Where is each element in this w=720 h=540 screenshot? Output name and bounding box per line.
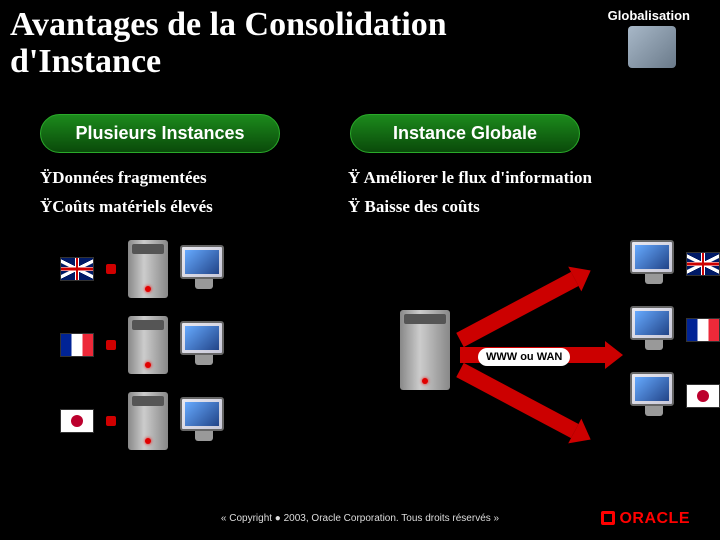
client-row — [630, 306, 720, 354]
badge-multiple-instances: Plusieurs Instances — [40, 114, 280, 153]
diagram-multiple-instances — [60, 240, 280, 468]
flag-uk-icon — [686, 252, 720, 276]
monitor-icon — [630, 240, 678, 288]
bullet-text: Baisse des coûts — [365, 197, 480, 216]
flag-jp-icon — [686, 384, 720, 408]
client-row — [630, 372, 720, 420]
globe-icon — [628, 26, 676, 68]
bullet-text: Données fragmentées — [52, 168, 206, 187]
globalisation-label: Globalisation — [608, 8, 690, 23]
instance-row — [60, 392, 280, 450]
bullet-icon: Ÿ — [348, 168, 360, 187]
server-icon — [128, 240, 168, 298]
flag-fr-icon — [60, 333, 94, 357]
server-icon — [400, 310, 450, 390]
connector-icon — [106, 416, 116, 426]
bullet-icon: Ÿ — [348, 197, 360, 216]
bullet-text: Coûts matériels élevés — [52, 197, 213, 216]
instance-row — [60, 240, 280, 298]
flag-uk-icon — [60, 257, 94, 281]
bullet-item: ŸDonnées fragmentées — [40, 164, 300, 193]
bullet-item: Ÿ Améliorer le flux d'information — [348, 164, 718, 193]
left-bullet-list: ŸDonnées fragmentées ŸCoûts matériels él… — [40, 164, 300, 222]
bullet-item: ŸCoûts matériels élevés — [40, 193, 300, 222]
oracle-logo-text: ORACLE — [619, 510, 690, 527]
oracle-logo: ORACLE — [601, 510, 690, 528]
bullet-icon: Ÿ — [40, 168, 52, 187]
connector-icon — [106, 340, 116, 350]
monitor-icon — [180, 245, 228, 293]
badge-global-instance: Instance Globale — [350, 114, 580, 153]
bullet-text: Améliorer le flux d'information — [364, 168, 592, 187]
monitor-icon — [630, 372, 678, 420]
oracle-o-icon — [601, 511, 615, 525]
flag-jp-icon — [60, 409, 94, 433]
slide-title: Avantages de la Consolidation d'Instance — [10, 6, 530, 81]
bullet-icon: Ÿ — [40, 197, 52, 216]
monitor-icon — [630, 306, 678, 354]
monitor-icon — [180, 321, 228, 369]
right-bullet-list: Ÿ Améliorer le flux d'information Ÿ Bais… — [348, 164, 718, 222]
server-icon — [128, 316, 168, 374]
instance-row — [60, 316, 280, 374]
monitor-icon — [180, 397, 228, 445]
central-server — [400, 310, 450, 390]
client-terminals — [630, 240, 720, 438]
bullet-item: Ÿ Baisse des coûts — [348, 193, 718, 222]
flag-fr-icon — [686, 318, 720, 342]
client-row — [630, 240, 720, 288]
network-label: WWW ou WAN — [478, 348, 570, 366]
connector-icon — [106, 264, 116, 274]
server-icon — [128, 392, 168, 450]
